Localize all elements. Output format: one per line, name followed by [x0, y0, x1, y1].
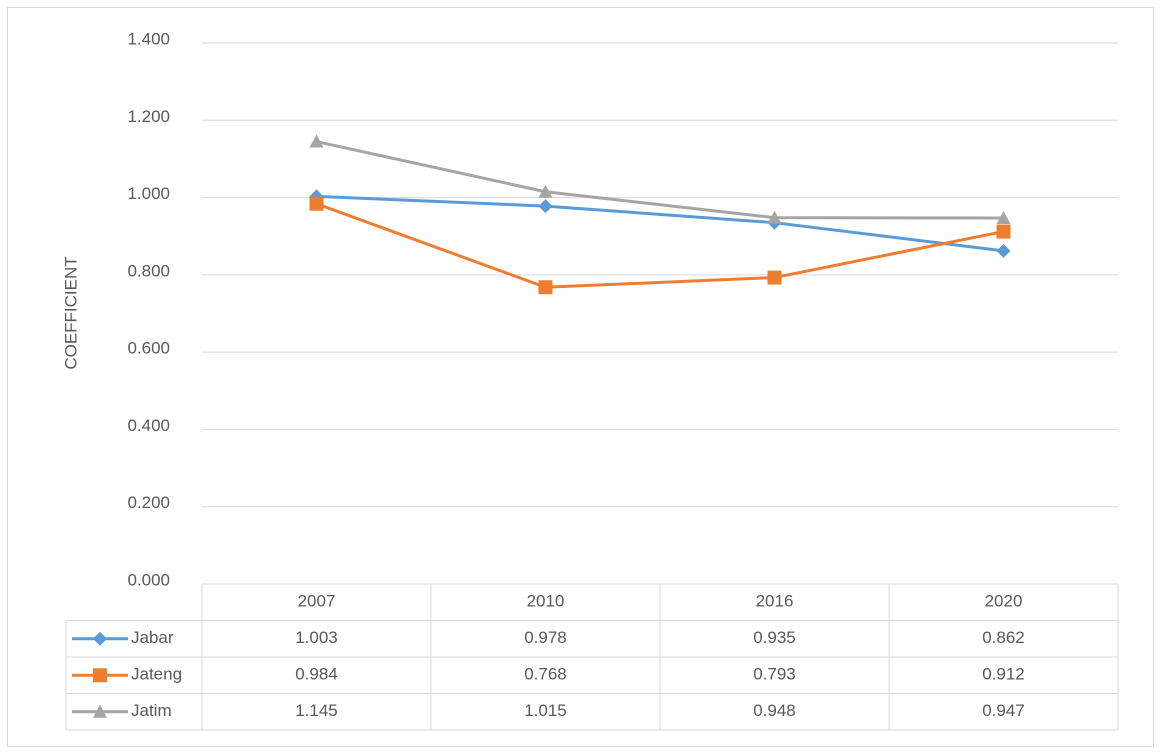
data-point — [309, 134, 324, 148]
legend-label: Jatim — [131, 701, 172, 720]
legend-marker — [93, 704, 107, 718]
table-value: 0.978 — [524, 628, 567, 647]
table-value: 1.003 — [295, 628, 338, 647]
table-value: 0.768 — [524, 665, 567, 684]
data-point — [538, 199, 553, 214]
table-value: 0.862 — [982, 628, 1025, 647]
x-tick-label: 2016 — [756, 592, 794, 611]
legend-label: Jateng — [131, 665, 182, 684]
x-tick-label: 2007 — [298, 592, 336, 611]
series-line — [315, 202, 1004, 289]
x-tick-label: 2020 — [985, 592, 1023, 611]
y-axis-label: COEFFICIENT — [61, 256, 80, 369]
data-point — [538, 184, 553, 198]
y-tick-label: 1.200 — [127, 107, 170, 126]
y-tick-label: 0.200 — [127, 493, 170, 512]
data-point — [996, 224, 1011, 239]
y-tick-label: 1.400 — [127, 29, 170, 48]
data-point — [538, 280, 553, 295]
table-value: 0.793 — [753, 665, 796, 684]
y-tick-label: 0.000 — [127, 570, 170, 589]
legend-label: Jabar — [131, 628, 174, 647]
data-point — [767, 270, 782, 285]
y-tick-label: 0.600 — [127, 339, 170, 358]
table-value: 0.912 — [982, 665, 1025, 684]
legend-marker — [93, 668, 107, 683]
table-value: 0.948 — [753, 701, 796, 720]
table-value: 0.984 — [295, 665, 338, 684]
table-value: 0.947 — [982, 701, 1025, 720]
y-tick-label: 1.000 — [127, 184, 170, 203]
series-line — [316, 140, 1004, 220]
data-point — [996, 243, 1011, 258]
table-value: 1.145 — [295, 701, 338, 720]
table-value: 1.015 — [524, 701, 567, 720]
data-point — [309, 196, 324, 211]
chart-border — [7, 7, 1154, 747]
y-tick-label: 0.400 — [127, 416, 170, 435]
table-value: 0.935 — [753, 628, 796, 647]
series-line — [316, 194, 1004, 253]
x-tick-label: 2010 — [527, 592, 565, 611]
data-point — [767, 210, 782, 224]
data-point — [996, 211, 1011, 225]
legend-marker — [93, 631, 107, 646]
y-tick-label: 0.800 — [127, 261, 170, 280]
